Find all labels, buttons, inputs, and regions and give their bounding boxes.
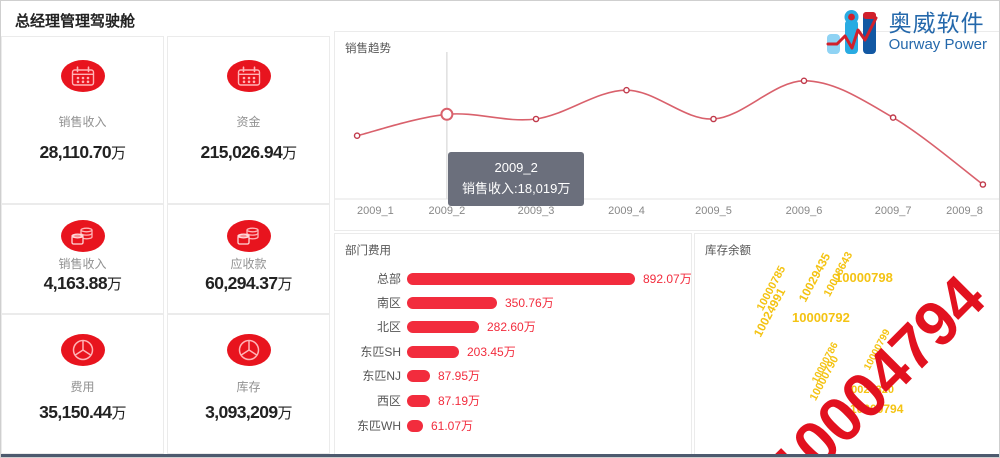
svg-text:2009_5: 2009_5 [695,205,732,217]
svg-text:2009_2: 2009_2 [429,205,466,217]
svg-text:2009_3: 2009_3 [518,205,555,217]
svg-text:2009_8: 2009_8 [946,205,983,217]
svg-text:2009_1: 2009_1 [357,205,394,217]
svg-text:2009_4: 2009_4 [608,205,645,217]
svg-text:2009_7: 2009_7 [875,205,912,217]
svg-text:2009_6: 2009_6 [786,205,823,217]
